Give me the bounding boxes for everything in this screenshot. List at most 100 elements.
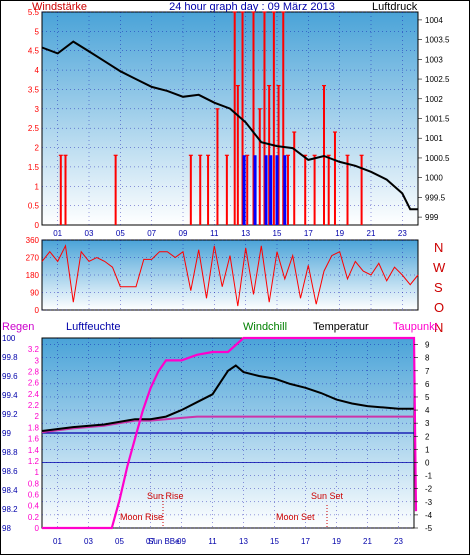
direction-axis-ticks: 0 90 180 270 360 <box>26 236 40 315</box>
sun-set-label: Sun Set <box>311 491 344 501</box>
pressure-tick-label: 1001 <box>425 134 443 143</box>
panel3-x-tick-label: 09 <box>177 537 186 546</box>
wind-tick-label: 2 <box>35 144 40 153</box>
wind-axis-title: Windstärke <box>32 1 87 13</box>
panel3-x-tick-label: 07 <box>146 537 155 546</box>
rain-tick-label: 0.6 <box>28 490 40 499</box>
rain-tick-label: 1.8 <box>28 423 40 432</box>
legend-rain: Regen <box>2 321 34 333</box>
wind-direction-line <box>41 244 419 307</box>
temperature-tick-label: 9 <box>425 341 430 350</box>
gust-bars <box>242 155 287 225</box>
humidity-tick-label: 99 <box>2 429 11 438</box>
humidity-tick-label: 98 <box>2 524 11 533</box>
moon-rise-label: Moon Rise <box>120 512 163 522</box>
rain-tick-label: 1.4 <box>28 446 40 455</box>
panel1-x-tick-label: 15 <box>273 229 282 238</box>
pressure-tick-label: 1002.5 <box>425 75 450 84</box>
wind-tick-label: 3 <box>35 105 40 114</box>
rain-tick-label: 2.6 <box>28 379 40 388</box>
pressure-tick-label: 1003 <box>425 55 443 64</box>
direction-tick-label: 0 <box>35 306 40 315</box>
humidity-tick-label: 99.8 <box>2 353 18 362</box>
moon-set-label: Moon Set <box>276 512 315 522</box>
pressure-tick-label: 1004 <box>425 16 443 25</box>
panel1-grid <box>42 11 418 225</box>
wind-tick-label: 4.5 <box>28 47 40 56</box>
temperature-axis-ticks: -5 -4 -3 -2 -1 0 1 2 3 4 5 6 7 8 9 <box>414 341 433 533</box>
wind-tick-label: 2.5 <box>28 124 40 133</box>
wind-axis-ticks: 0 0.5 1 1.5 2 2.5 3 3.5 4 4.5 5 5.5 <box>28 8 40 230</box>
compass-label-s: S <box>434 280 443 295</box>
pressure-tick-label: 1003.5 <box>425 36 450 45</box>
rain-tick-label: 3 <box>35 356 40 365</box>
temperature-tick-label: 8 <box>425 354 430 363</box>
compass-label-n-top: N <box>434 240 443 255</box>
humidity-tick-label: 99.6 <box>2 372 18 381</box>
humidity-axis-ticks: 98 98.2 98.4 98.6 98.8 99 99.2 99.4 99.6 99.8 100 <box>2 334 18 533</box>
temperature-tick-label: -3 <box>425 498 433 507</box>
panel3-x-tick-label: 03 <box>84 537 93 546</box>
wind-tick-label: 5 <box>35 27 40 36</box>
humidity-tick-label: 98.4 <box>2 486 18 495</box>
humidity-tick-label: 99.2 <box>2 410 18 419</box>
panel3-x-tick-label: 21 <box>363 537 372 546</box>
panel3-x-tick-label: 05 <box>115 537 124 546</box>
temperature-tick-label: 5 <box>425 393 430 402</box>
dewpoint-series-line <box>41 415 414 434</box>
panel1-x-tick-label: 11 <box>210 229 219 238</box>
panel1-x-tick-label: 23 <box>398 229 407 238</box>
rain-tick-label: 0.2 <box>28 513 40 522</box>
humidity-tick-label: 100 <box>2 334 16 343</box>
temperature-tick-label: 7 <box>425 367 430 376</box>
panel1-x-tick-label: 03 <box>85 229 94 238</box>
temperature-series-line <box>41 364 414 432</box>
pressure-tick-label: 999.5 <box>425 193 446 202</box>
sun-bottom-label: Sun BBe <box>148 537 180 546</box>
rain-axis-ticks: 0 0.2 0.4 0.6 0.8 1 1.2 1.4 1.6 1.8 2 2.2 2.4 2.6 2.8 3… <box>28 345 40 533</box>
panel1-x-ticks: 01 03 05 07 09 11 13 15 17 19 21 23 <box>53 229 407 238</box>
wind-tick-label: 5.5 <box>28 8 40 17</box>
direction-tick-label: 90 <box>30 289 39 298</box>
pressure-tick-label: 1000.5 <box>425 154 450 163</box>
temperature-tick-label: -2 <box>425 485 433 494</box>
rain-tick-label: 0 <box>35 524 40 533</box>
wind-tick-label: 4 <box>35 66 40 75</box>
panel1-plot-area <box>41 11 419 226</box>
temperature-tick-label: -1 <box>425 472 433 481</box>
wind-tick-label: 1 <box>35 182 40 191</box>
rain-tick-label: 2.2 <box>28 401 40 410</box>
panel3-x-tick-label: 11 <box>208 537 217 546</box>
pressure-tick-label: 1000 <box>425 174 443 183</box>
pressure-series-line <box>41 40 418 211</box>
pressure-tick-label: 999 <box>425 213 439 222</box>
panel1-x-tick-label: 19 <box>335 229 344 238</box>
temperature-tick-label: 6 <box>425 380 430 389</box>
pressure-axis-title: Luftdruck <box>372 1 418 13</box>
rain-tick-label: 1.2 <box>28 457 40 466</box>
panel1-x-tick-label: 17 <box>304 229 313 238</box>
wind-tick-label: 0.5 <box>28 202 40 211</box>
direction-tick-label: 180 <box>26 271 40 280</box>
rain-tick-label: 2.4 <box>28 390 40 399</box>
panel1-x-tick-label: 05 <box>116 229 125 238</box>
rain-series-line <box>42 336 418 530</box>
temperature-tick-label: 2 <box>425 432 430 441</box>
temperature-tick-label: -4 <box>425 511 433 520</box>
panel3-x-tick-label: 13 <box>239 537 248 546</box>
wind-tick-label: 0 <box>35 221 40 230</box>
panel3-x-tick-label: 15 <box>270 537 279 546</box>
rain-tick-label: 2.8 <box>28 368 40 377</box>
panel1-x-tick-label: 21 <box>367 229 376 238</box>
rain-tick-label: 0.4 <box>28 502 40 511</box>
compass-labels: N W S O N <box>433 240 446 335</box>
compass-label-o: O <box>434 300 444 315</box>
direction-series-line <box>41 244 419 307</box>
panel1-x-tick-label: 07 <box>147 229 156 238</box>
compass-label-w: W <box>433 260 446 275</box>
legend-humidity: Luftfeuchte <box>66 321 120 333</box>
rain-tick-label: 1 <box>35 468 40 477</box>
chart-title: 24 hour graph day : 09 März 2013 <box>169 1 335 13</box>
rain-tick-label: 1.6 <box>28 435 40 444</box>
